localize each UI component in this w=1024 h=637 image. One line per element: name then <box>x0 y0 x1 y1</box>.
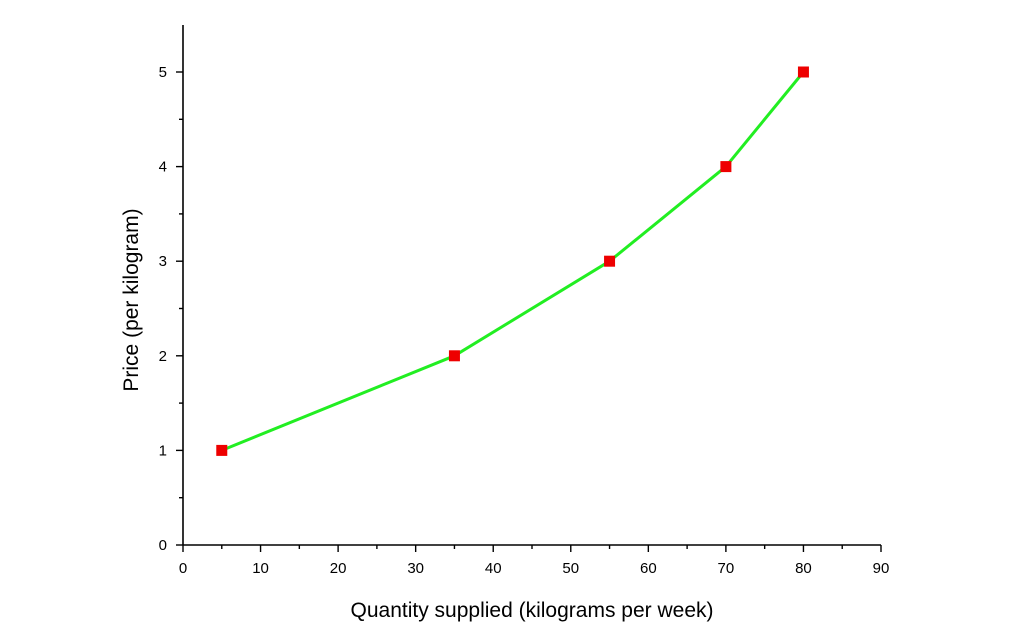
y-tick-label: 3 <box>159 253 167 270</box>
series-layer <box>216 66 809 456</box>
x-tick-label: 90 <box>873 560 890 577</box>
data-point-marker <box>604 255 616 267</box>
x-tick-label: 50 <box>562 560 579 577</box>
x-tick-label: 20 <box>330 560 347 577</box>
data-point-marker <box>797 66 809 78</box>
x-tick-label: 60 <box>640 560 657 577</box>
series-line <box>221 71 805 452</box>
y-tick-label: 0 <box>159 537 167 554</box>
x-axis-title: Quantity supplied (kilograms per week) <box>351 599 714 622</box>
x-ticks: 0 10 20 30 40 50 60 70 80 90 <box>179 545 890 577</box>
y-tick-label: 2 <box>159 348 167 365</box>
data-point-marker <box>216 444 228 456</box>
x-tick-label: 70 <box>718 560 735 577</box>
x-tick-label: 80 <box>795 560 812 577</box>
x-tick-label: 10 <box>252 560 269 577</box>
y-tick-label: 1 <box>159 442 167 459</box>
data-point-marker <box>720 161 732 173</box>
data-point-marker <box>448 350 460 362</box>
y-axis-title: Price (per kilogram) <box>120 208 143 391</box>
x-tick-label: 30 <box>407 560 424 577</box>
y-tick-label: 5 <box>159 64 167 81</box>
x-tick-label: 40 <box>485 560 502 577</box>
y-ticks: 0 1 2 3 4 5 <box>159 64 183 554</box>
y-tick-label: 4 <box>159 159 167 176</box>
x-tick-label: 0 <box>179 560 187 577</box>
